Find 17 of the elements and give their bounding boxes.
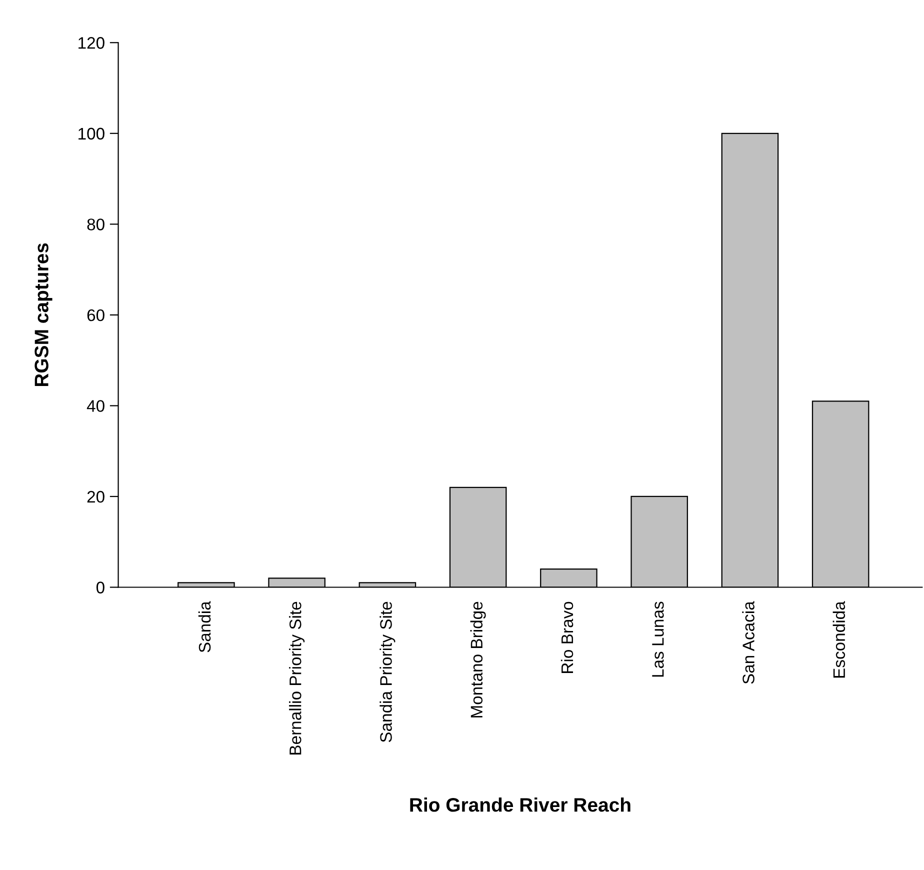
x-tick-label: Sandia [198,601,211,652]
y-tick-label: 20 [87,490,104,503]
x-tick-label: Montano Bridge [470,602,486,718]
x-tick-label: Rio Bravo [560,602,574,673]
x-tick-label: Sandia Priority Site [380,602,396,742]
y-tick-label: 60 [87,309,104,322]
y-tick-label: 40 [86,400,104,412]
x-axis-title: Rio Grande River Reach [410,797,630,812]
y-axis-title: RGSM captures [34,243,52,386]
y-tick-label: 120 [78,37,104,49]
y-tick-label: 0 [96,582,104,594]
y-tick-label: 100 [78,128,104,140]
x-tick-label: Las Lunas [652,602,664,677]
x-tick-label: San Acacia [742,601,754,684]
x-tick-label: Escondida [832,601,846,678]
y-tick-label: 80 [87,218,104,230]
x-tick-label: Bernallio Priority Site [289,602,305,754]
